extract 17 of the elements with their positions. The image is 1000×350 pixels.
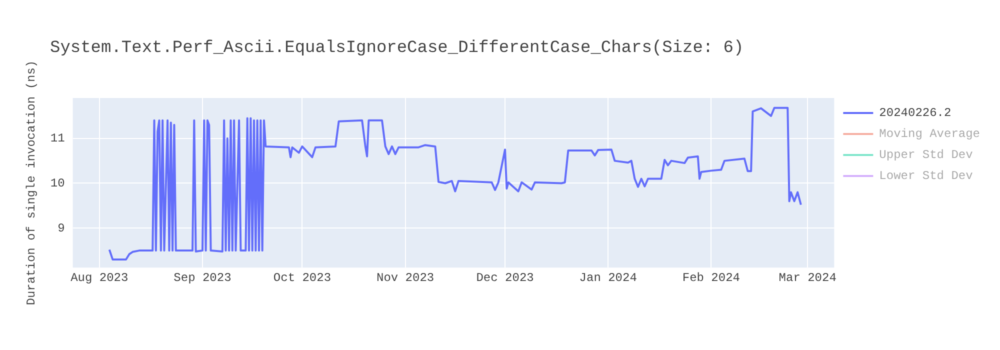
x-tick-label: Nov 2023	[376, 270, 434, 285]
y-tick-label: 11	[50, 132, 65, 146]
x-tick-label: Jan 2024	[579, 270, 637, 285]
y-axis-title: Duration of single invocation (ns)	[24, 60, 38, 306]
legend-label: Moving Average	[879, 127, 980, 142]
x-tick-label: Aug 2023	[70, 270, 128, 285]
y-tick-label: 10	[50, 176, 65, 190]
legend-label: Upper Std Dev	[879, 148, 973, 162]
legend-label: Lower Std Dev	[879, 169, 973, 184]
x-tick-label: Mar 2024	[778, 270, 836, 285]
x-tick-label: Dec 2023	[476, 270, 534, 285]
chart-title: System.Text.Perf_Ascii.EqualsIgnoreCase_DifferentCase_Chars(Size: 6)	[50, 39, 744, 58]
x-tick-label: Oct 2023	[273, 270, 332, 285]
legend-label: 20240226.2	[879, 106, 952, 120]
x-tick-label: Feb 2024	[682, 270, 740, 285]
y-tick-label: 9	[58, 221, 65, 236]
x-tick-label: Sep 2023	[174, 270, 232, 285]
